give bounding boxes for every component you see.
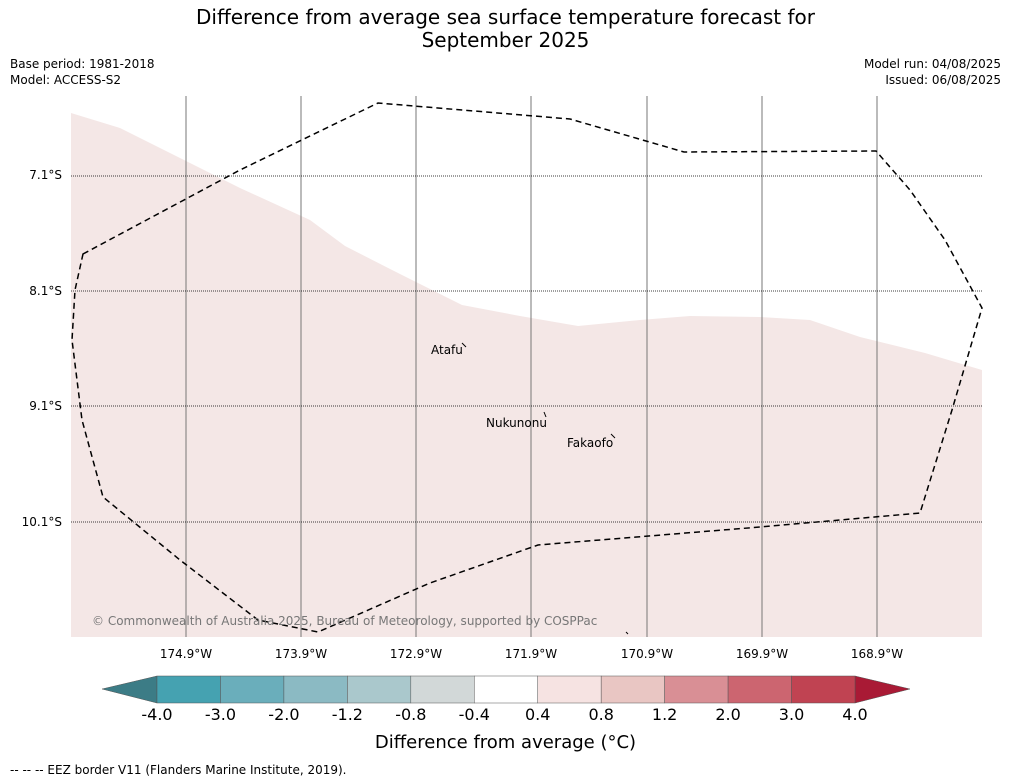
- lon-label-173-9: 173.9°W: [274, 647, 328, 661]
- copyright-notice: © Commonwealth of Australia 2025, Bureau…: [92, 614, 598, 628]
- colorbar-tick-label: 1.2: [651, 705, 678, 724]
- colorbar-segment: [283, 675, 348, 704]
- colorbar-segment: [664, 675, 729, 704]
- colorbar-segment: [537, 675, 602, 704]
- meta-right: Model run: 04/08/2025 Issued: 06/08/2025: [864, 56, 1001, 88]
- colorbar-tick-label: 0.8: [588, 705, 614, 724]
- colorbar-over-arrow: [854, 675, 911, 704]
- nukunonu-island: [543, 411, 547, 418]
- colorbar-tick-label: 4.0: [842, 705, 868, 724]
- lon-label-171-9: 171.9°W: [504, 647, 558, 661]
- colorbar-tick-label: -0.4: [458, 705, 490, 724]
- colorbar-segment: [600, 675, 665, 704]
- lon-label-168-9: 168.9°W: [850, 647, 904, 661]
- eez-border: [71, 102, 983, 633]
- islands: [461, 342, 629, 635]
- colorbar-segment: [791, 675, 856, 704]
- place-atafu: Atafu: [431, 343, 463, 357]
- fakaofo-island: [610, 433, 616, 439]
- lat-label-8-1: 8.1°S: [29, 284, 62, 298]
- chart-title: Difference from average sea surface temp…: [0, 6, 1011, 52]
- colorbar-segment: [156, 675, 221, 704]
- colorbar-title: Difference from average (°C): [374, 732, 637, 753]
- colorbar-tick-label: -4.0: [141, 705, 173, 724]
- colorbar-tick-label: -0.8: [395, 705, 427, 724]
- lon-label-169-9: 169.9°W: [735, 647, 789, 661]
- colorbar-tick-label: -1.2: [331, 705, 363, 724]
- atafu-island: [461, 342, 467, 348]
- lat-label-7-1: 7.1°S: [29, 168, 62, 182]
- place-nukunonu: Nukunonu: [486, 416, 547, 430]
- colorbar-segment: [727, 675, 792, 704]
- model-run: Model run: 04/08/2025: [863, 57, 1001, 71]
- colorbar-tick-label: 2.0: [715, 705, 741, 724]
- colorbar: [101, 675, 911, 704]
- colorbar-segment: [347, 675, 412, 704]
- title-line-2: September 2025: [421, 28, 590, 52]
- issued-date: Issued: 06/08/2025: [885, 73, 1001, 87]
- base-period: Base period: 1981-2018: [10, 57, 155, 71]
- meridians: [185, 96, 878, 637]
- colorbar-segment: [410, 675, 475, 704]
- place-fakaofo: Fakaofo: [567, 436, 614, 450]
- lon-label-174-9: 174.9°W: [159, 647, 213, 661]
- swains-fragment: [625, 631, 629, 635]
- meta-left: Base period: 1981-2018 Model: ACCESS-S2: [10, 56, 155, 88]
- eez-legend: -- -- -- EEZ border V11 (Flanders Marine…: [10, 763, 347, 777]
- colorbar-tick-label: 0.4: [524, 705, 551, 724]
- lat-label-10-1: 10.1°S: [21, 515, 62, 529]
- anomaly-area: [71, 113, 982, 637]
- colorbar-segment: [474, 675, 538, 704]
- colorbar-under-arrow: [101, 675, 158, 704]
- title-line-1: Difference from average sea surface temp…: [195, 5, 815, 29]
- lon-label-172-9: 172.9°W: [389, 647, 443, 661]
- colorbar-segment: [220, 675, 285, 704]
- colorbar-tick-label: 3.0: [778, 705, 805, 724]
- model-name: Model: ACCESS-S2: [10, 73, 122, 87]
- lat-label-9-1: 9.1°S: [29, 399, 62, 413]
- lon-label-170-9: 170.9°W: [620, 647, 674, 661]
- colorbar-tick-label: -2.0: [268, 705, 300, 724]
- colorbar-tick-label: -3.0: [204, 705, 237, 724]
